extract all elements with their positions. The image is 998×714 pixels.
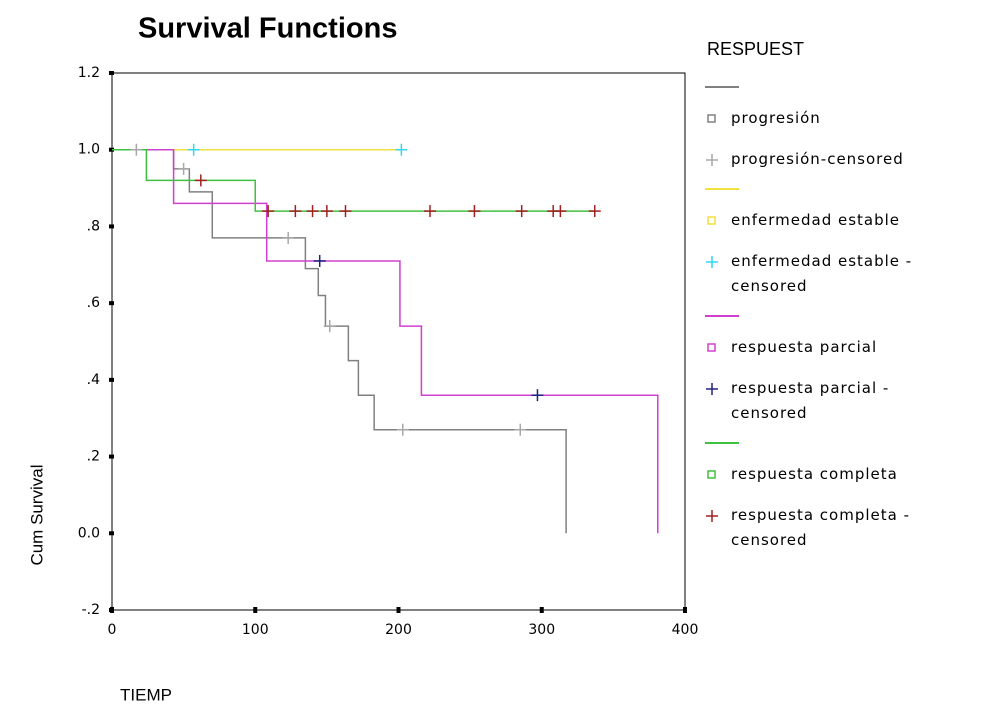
- censor-mark: [323, 320, 336, 333]
- legend-line: [705, 86, 739, 88]
- censor-mark: [320, 205, 333, 218]
- legend-entry: respuesta parcial: [705, 335, 955, 360]
- y-tick-mark: [109, 224, 114, 229]
- x-tick-mark: [110, 607, 114, 613]
- legend-entry: progresión-censored: [705, 147, 955, 172]
- legend-marker: [707, 114, 716, 123]
- x-tick-label: 400: [672, 622, 699, 638]
- x-tick-mark: [253, 607, 258, 613]
- legend-entry: enfermedad estable -censored: [705, 249, 955, 299]
- y-tick-mark: [109, 454, 114, 459]
- x-tick-mark: [396, 607, 401, 613]
- legend-label: respuesta completa -censored: [731, 506, 911, 549]
- survival-line: [112, 148, 567, 534]
- legend-label: respuesta completa: [731, 465, 898, 483]
- censor-mark: [531, 389, 544, 402]
- censor-mark: [395, 143, 408, 156]
- y-tick-label: -.2: [82, 602, 100, 618]
- y-tick-label: .2: [87, 449, 100, 465]
- y-tick-label: 1.0: [78, 142, 100, 158]
- x-tick-mark: [683, 607, 687, 613]
- legend-square: [707, 114, 716, 123]
- y-tick-mark: [109, 301, 114, 306]
- y-tick-mark: [109, 531, 114, 536]
- legend-square: [707, 470, 716, 479]
- censor-mark: [313, 254, 326, 267]
- censor-mark: [424, 205, 437, 218]
- legend-marker: [706, 510, 718, 522]
- censor-mark: [515, 205, 528, 218]
- legend-marker: [706, 256, 718, 268]
- legend-marker: [707, 470, 716, 479]
- censor-mark: [339, 205, 352, 218]
- legend-line: [705, 188, 739, 190]
- legend-entry: respuesta completa -censored: [705, 503, 955, 553]
- legend-label: progresión: [731, 109, 821, 127]
- censor-mark: [588, 205, 601, 218]
- survival-line: [112, 148, 659, 534]
- x-axis-label: TIEMP: [120, 685, 172, 704]
- y-tick-mark: [109, 147, 114, 152]
- y-tick-label: 1.2: [78, 65, 100, 81]
- survival-line: [112, 148, 595, 212]
- plot-frame: [111, 72, 686, 611]
- legend-label: respuesta parcial: [731, 338, 878, 356]
- censor-mark: [554, 205, 567, 218]
- legend-entry: respuesta parcial -censored: [705, 376, 955, 426]
- x-tick-label: 300: [528, 622, 555, 638]
- y-tick-label: 0.0: [78, 525, 100, 541]
- legend-marker: [707, 216, 716, 225]
- legend-marker: [707, 343, 716, 352]
- legend-square: [707, 216, 716, 225]
- legend-label: progresión-censored: [731, 150, 904, 168]
- y-tick-label: .6: [87, 295, 100, 311]
- y-tick-label: .8: [87, 218, 100, 234]
- legend-label: enfermedad estable -censored: [731, 252, 913, 295]
- x-tick-mark: [539, 607, 544, 613]
- y-tick-mark: [109, 71, 114, 75]
- legend-line: [705, 442, 739, 444]
- legend-marker: [706, 154, 718, 166]
- legend-entry: respuesta completa: [705, 462, 955, 487]
- censor-mark: [306, 205, 319, 218]
- censor-mark: [177, 162, 190, 175]
- legend-label: respuesta parcial -censored: [731, 379, 890, 422]
- censor-mark: [282, 231, 295, 244]
- censor-mark: [468, 205, 481, 218]
- y-axis-label: Cum Survival: [27, 464, 46, 565]
- y-tick-label: .4: [87, 372, 100, 388]
- censor-mark: [194, 174, 207, 187]
- legend-line: [705, 315, 739, 317]
- legend-label: enfermedad estable: [731, 211, 901, 229]
- legend-entry: progresión: [705, 106, 955, 131]
- chart-title: Survival Functions: [138, 13, 397, 45]
- legend: progresión progresión-censored enfermedad …: [705, 76, 955, 569]
- legend-square: [707, 343, 716, 352]
- censor-mark: [130, 143, 143, 156]
- censor-mark: [262, 205, 275, 218]
- legend-entry: enfermedad estable: [705, 208, 955, 233]
- x-tick-label: 200: [385, 622, 412, 638]
- y-tick-mark: [109, 377, 114, 382]
- x-tick-label: 100: [242, 622, 269, 638]
- censor-mark: [396, 423, 409, 436]
- x-tick-label: 0: [108, 622, 117, 638]
- censor-mark: [187, 143, 200, 156]
- censor-mark: [514, 423, 527, 436]
- legend-marker: [706, 383, 718, 395]
- censor-mark: [289, 205, 302, 218]
- legend-title: RESPUEST: [707, 39, 804, 59]
